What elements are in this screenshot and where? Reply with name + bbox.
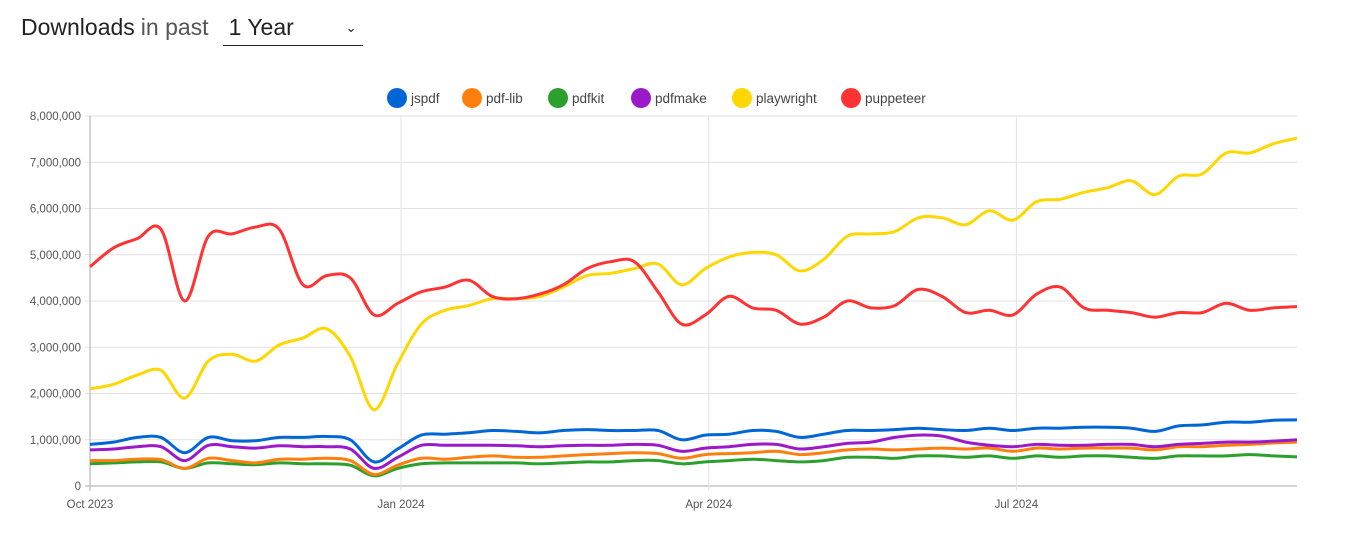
- legend-label: puppeteer: [865, 91, 926, 106]
- series-line-jspdf: [89, 418, 1298, 464]
- y-tick-label: 2,000,000: [30, 389, 81, 401]
- legend-label: playwright: [756, 91, 817, 106]
- legend-item-puppeteer[interactable]: puppeteer: [841, 88, 926, 108]
- legend-swatch: [548, 88, 568, 108]
- legend-label: pdfmake: [655, 91, 707, 106]
- y-tick-label: 1,000,000: [30, 435, 81, 447]
- legend-swatch: [462, 88, 482, 108]
- legend-item-pdfmake[interactable]: pdfmake: [631, 88, 707, 108]
- y-tick-label: 5,000,000: [30, 250, 81, 262]
- legend-label: jspdf: [410, 91, 440, 106]
- x-tick-label: Jan 2024: [377, 499, 425, 511]
- y-tick-label: 7,000,000: [30, 157, 81, 169]
- title-rest: in past: [140, 14, 209, 40]
- y-tick-label: 0: [75, 481, 81, 493]
- period-select-value: 1 Year: [228, 14, 294, 40]
- series-line-pdfmake: [89, 433, 1298, 470]
- legend-item-pdf-lib[interactable]: pdf-lib: [462, 88, 523, 108]
- x-tick-label: Apr 2024: [685, 499, 732, 511]
- legend-swatch: [387, 88, 407, 108]
- header: Downloads in past 1 Year ⌄: [21, 14, 363, 46]
- y-tick-label: 4,000,000: [30, 296, 81, 308]
- title-bold: Downloads: [21, 14, 135, 40]
- legend-item-playwright[interactable]: playwright: [732, 88, 817, 108]
- legend-label: pdf-lib: [486, 91, 523, 106]
- y-tick-label: 3,000,000: [30, 342, 81, 354]
- legend-item-jspdf[interactable]: jspdf: [387, 88, 440, 108]
- chevron-down-icon: ⌄: [345, 19, 357, 35]
- legend-label: pdfkit: [572, 91, 605, 106]
- legend-swatch: [841, 88, 861, 108]
- legend-item-pdfkit[interactable]: pdfkit: [548, 88, 605, 108]
- x-tick-label: Jul 2024: [995, 499, 1039, 511]
- series-line-playwright: [89, 136, 1298, 412]
- y-tick-label: 6,000,000: [30, 204, 81, 216]
- series-line-pdfkit: [89, 453, 1298, 478]
- legend-swatch: [631, 88, 651, 108]
- y-tick-label: 8,000,000: [30, 111, 81, 123]
- period-select[interactable]: 1 Year ⌄: [222, 14, 363, 46]
- x-tick-label: Oct 2023: [67, 499, 114, 511]
- series-line-pdf-lib: [89, 440, 1298, 476]
- series-line-puppeteer: [89, 222, 1298, 327]
- legend-swatch: [732, 88, 752, 108]
